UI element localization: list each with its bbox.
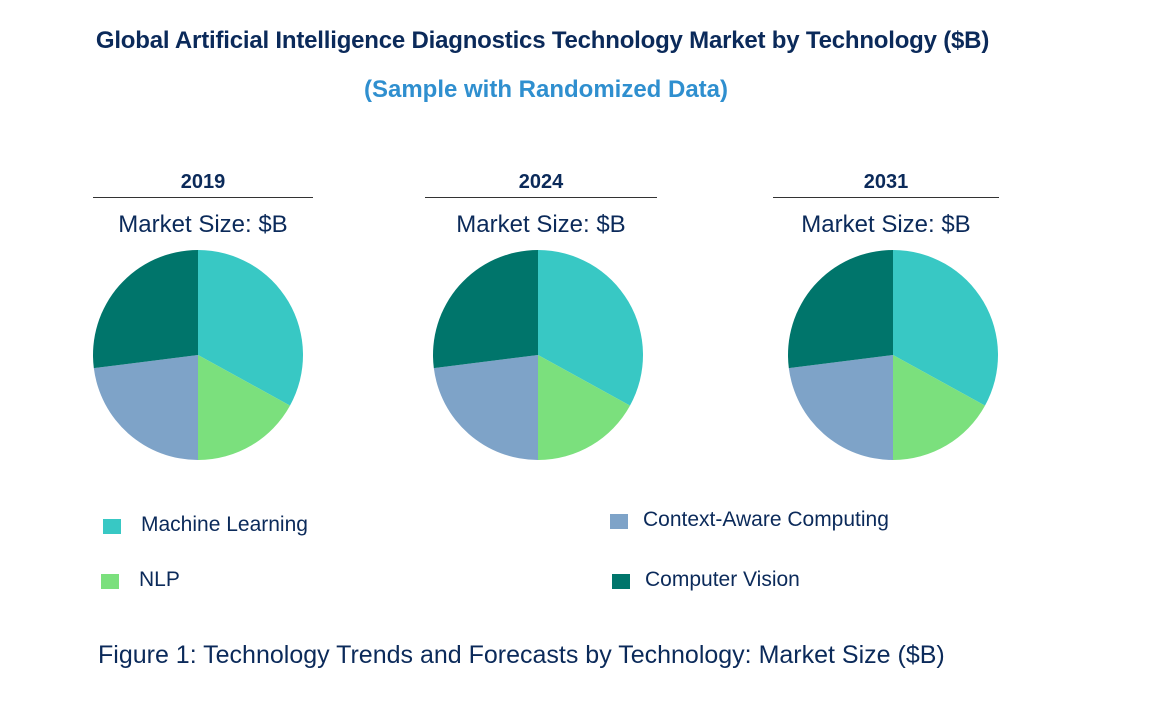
market-size-label: Market Size: $B bbox=[456, 211, 626, 238]
panel-year: 2031 bbox=[863, 171, 909, 193]
pie-panel-2024: 2024 Market Size: $B bbox=[411, 168, 671, 468]
pie-slice-computer-vision bbox=[93, 250, 198, 369]
pie-chart bbox=[433, 250, 643, 460]
pie-slice-context-aware-computing bbox=[93, 355, 198, 460]
legend-label: Computer Vision bbox=[645, 568, 800, 591]
figure-caption: Figure 1: Technology Trends and Forecast… bbox=[98, 641, 945, 669]
legend-swatch bbox=[103, 519, 121, 534]
pie-slice-nlp bbox=[538, 355, 631, 460]
legend-swatch bbox=[610, 514, 628, 529]
chart-title: Global Artificial Intelligence Diagnosti… bbox=[95, 27, 990, 54]
pie-panel-2031: 2031 Market Size: $B bbox=[756, 168, 1016, 468]
pie-slice-computer-vision bbox=[433, 250, 538, 369]
pie-slice-context-aware-computing bbox=[433, 355, 538, 460]
market-size-label: Market Size: $B bbox=[801, 211, 971, 238]
pie-chart bbox=[788, 250, 998, 460]
pie-slice-machine-learning bbox=[198, 250, 303, 406]
chart-subtitle: (Sample with Randomized Data) bbox=[363, 76, 729, 103]
legend-swatch bbox=[612, 574, 630, 589]
market-size-label: Market Size: $B bbox=[118, 211, 288, 238]
pie-slice-computer-vision bbox=[788, 250, 893, 369]
panel-year: 2019 bbox=[180, 171, 226, 193]
pie-slice-context-aware-computing bbox=[788, 355, 893, 460]
panel-divider bbox=[773, 197, 999, 198]
pie-chart bbox=[93, 250, 303, 460]
pie-panel-2019: 2019 Market Size: $B bbox=[73, 168, 333, 468]
legend-label: Context-Aware Computing bbox=[643, 508, 889, 531]
pie-slice-machine-learning bbox=[538, 250, 643, 406]
pie-slice-machine-learning bbox=[893, 250, 998, 406]
legend-label: Machine Learning bbox=[141, 513, 308, 536]
panel-year: 2024 bbox=[518, 171, 564, 193]
panel-divider bbox=[425, 197, 657, 198]
legend-swatch bbox=[101, 574, 119, 589]
legend-label: NLP bbox=[139, 568, 180, 591]
pie-slice-nlp bbox=[893, 355, 986, 460]
panel-divider bbox=[93, 197, 313, 198]
pie-slice-nlp bbox=[198, 355, 291, 460]
